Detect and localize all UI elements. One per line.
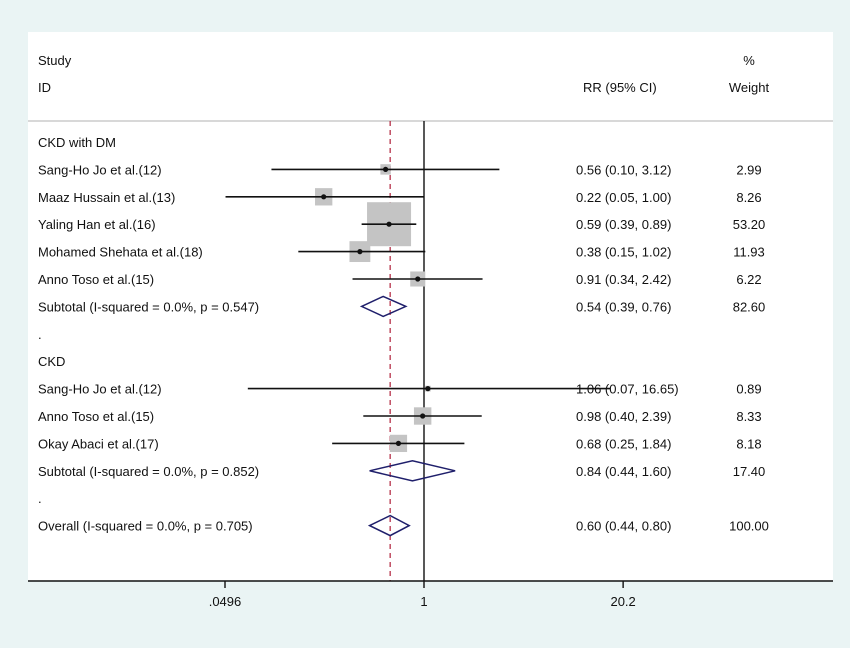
summary-label: Subtotal (I-squared = 0.0%, p = 0.852): [38, 464, 259, 479]
study-label: Maaz Hussain et al.(13): [38, 190, 175, 205]
point-estimate: [415, 276, 421, 282]
study-label: Anno Toso et al.(15): [38, 409, 154, 424]
point-estimate: [357, 249, 363, 255]
header-weight: Weight: [729, 80, 770, 95]
header-rr: RR (95% CI): [583, 80, 657, 95]
study-label: Mohamed Shehata et al.(18): [38, 245, 203, 260]
rr-ci-value: 0.60 (0.44, 0.80): [576, 519, 671, 534]
summary-label: Subtotal (I-squared = 0.0%, p = 0.547): [38, 299, 259, 314]
header-study: Study: [38, 53, 72, 68]
rr-ci-value: 1.06 (0.07, 16.65): [576, 382, 679, 397]
study-label: Anno Toso et al.(15): [38, 272, 154, 287]
weight-value: 8.33: [736, 409, 761, 424]
weight-value: 82.60: [733, 299, 766, 314]
study-label: Okay Abaci et al.(17): [38, 436, 159, 451]
x-tick-label: 1: [420, 594, 427, 609]
x-tick-label: 20.2: [610, 594, 635, 609]
point-estimate: [386, 221, 392, 227]
study-label: Sang-Ho Jo et al.(12): [38, 162, 162, 177]
rr-ci-value: 0.98 (0.40, 2.39): [576, 409, 671, 424]
x-tick-label: .0496: [209, 594, 242, 609]
point-estimate: [420, 413, 426, 419]
weight-value: 11.93: [733, 245, 765, 260]
gap-label: .: [38, 327, 42, 342]
group-label: CKD with DM: [38, 135, 116, 150]
group-label: CKD: [38, 354, 65, 369]
weight-value: 8.18: [736, 436, 761, 451]
rr-ci-value: 0.38 (0.15, 1.02): [576, 245, 671, 260]
summary-label: Overall (I-squared = 0.0%, p = 0.705): [38, 519, 253, 534]
weight-value: 17.40: [733, 464, 766, 479]
point-estimate: [395, 440, 402, 446]
weight-value: 8.26: [736, 190, 761, 205]
study-label: Yaling Han et al.(16): [38, 217, 156, 232]
point-estimate: [382, 166, 389, 172]
study-label: Sang-Ho Jo et al.(12): [38, 382, 162, 397]
rr-ci-value: 0.54 (0.39, 0.76): [576, 299, 671, 314]
weight-value: 53.20: [733, 217, 766, 232]
gap-label: .: [38, 491, 42, 506]
point-estimate: [425, 386, 431, 392]
summary-diamond: [369, 460, 456, 482]
point-estimate: [321, 194, 327, 200]
header-id: ID: [38, 80, 51, 95]
rr-ci-value: 0.84 (0.44, 1.60): [576, 464, 671, 479]
weight-value: 0.89: [736, 382, 761, 397]
weight-value: 2.99: [736, 162, 761, 177]
weight-value: 6.22: [736, 272, 761, 287]
summary-diamond: [359, 295, 408, 318]
summary-diamond: [367, 514, 411, 537]
rr-ci-value: 0.22 (0.05, 1.00): [576, 190, 671, 205]
rr-ci-value: 0.91 (0.34, 2.42): [576, 272, 671, 287]
rr-ci-value: 0.68 (0.25, 1.84): [576, 436, 671, 451]
rr-ci-value: 0.59 (0.39, 0.89): [576, 217, 671, 232]
forest-plot-area: [28, 32, 833, 581]
header-pct: %: [743, 53, 755, 68]
rr-ci-value: 0.56 (0.10, 3.12): [576, 162, 671, 177]
weight-value: 100.00: [729, 519, 769, 534]
